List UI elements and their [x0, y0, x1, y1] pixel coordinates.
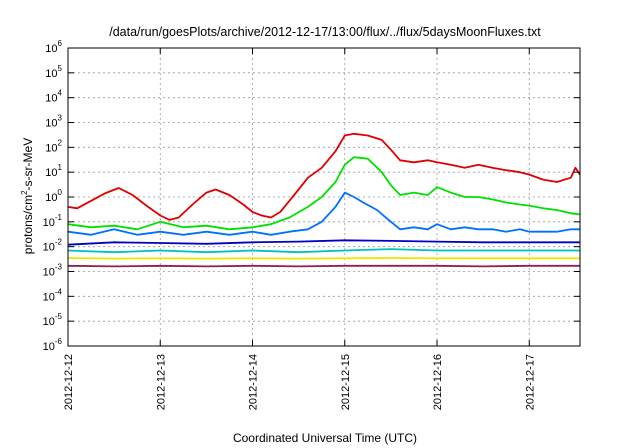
- y-tick-label: 10-4: [43, 287, 63, 303]
- y-tick-label: 10-2: [43, 238, 63, 254]
- y-axis-ticks: 10-6 10-5 10-4 10-3 10-2 10-1 100 101 102 103 104 1…: [43, 39, 580, 353]
- series-line: [67, 248, 580, 254]
- x-tick-label: 2012-12-14: [248, 354, 260, 410]
- y-tick-label: 10-3: [43, 263, 63, 279]
- x-tick-label: 2012-12-17: [524, 354, 536, 410]
- data-series: [67, 132, 581, 268]
- x-axis-ticks: 2012-12-12 2012-12-13 2012-12-14 2012-12-15…: [63, 48, 536, 410]
- series-line: [67, 239, 580, 246]
- y-tick-label: 100: [45, 188, 62, 204]
- x-tick-label: 2012-12-16: [432, 354, 444, 410]
- y-tick-label: 10-1: [43, 213, 63, 229]
- x-tick-label: 2012-12-13: [155, 354, 167, 410]
- y-tick-label: 10-6: [43, 337, 63, 353]
- grid-lines: [68, 48, 580, 346]
- x-tick-label: 2012-12-12: [63, 354, 75, 410]
- series-line: [67, 257, 580, 260]
- series-line: [67, 264, 580, 268]
- chart-title: /data/run/goesPlots/archive/2012-12-17/1…: [109, 25, 541, 39]
- x-axis-label: Coordinated Universal Time (UTC): [233, 431, 417, 445]
- y-tick-label: 102: [45, 138, 62, 154]
- y-tick-label: 106: [45, 39, 62, 55]
- y-tick-label: 105: [45, 64, 62, 80]
- x-tick-label: 2012-12-15: [340, 354, 352, 410]
- series-line: [67, 191, 580, 236]
- y-tick-label: 104: [45, 89, 62, 105]
- y-tick-label: 101: [45, 163, 62, 179]
- y-axis-label: protons/cm2-s-sr-MeV: [20, 138, 35, 254]
- series-line: [67, 156, 581, 231]
- series-line: [67, 132, 581, 221]
- y-tick-label: 10-5: [43, 312, 63, 328]
- y-tick-label: 103: [45, 114, 62, 130]
